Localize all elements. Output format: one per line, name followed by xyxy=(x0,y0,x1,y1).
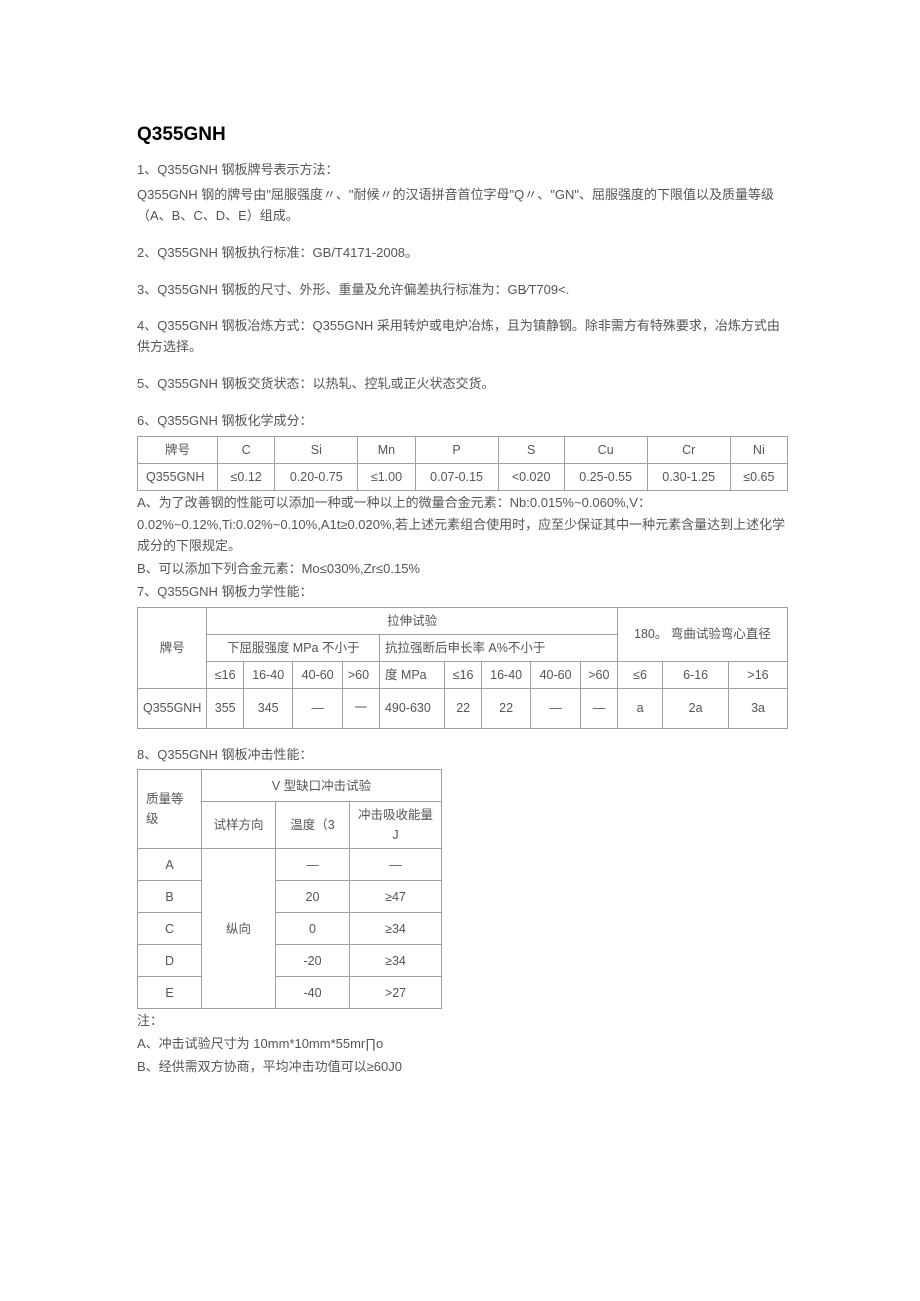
section1-label: 1、Q355GNH 钢板牌号表示方法： xyxy=(137,160,788,181)
section8: 8、Q355GNH 钢板冲击性能： xyxy=(137,745,788,766)
mech-value: — xyxy=(531,688,580,728)
mech-value: 一 xyxy=(342,688,379,728)
mech-header-grade: 牌号 xyxy=(138,607,207,688)
mech-value: a xyxy=(617,688,662,728)
impact-temp: -40 xyxy=(276,977,350,1009)
impact-grade: A xyxy=(138,849,202,881)
chem-header: C xyxy=(218,436,275,463)
mech-value: — xyxy=(293,688,342,728)
impact-temp: 0 xyxy=(276,913,350,945)
chem-header: S xyxy=(498,436,564,463)
chem-note-b: B、可以添加下列合金元素：Mo≤030%,Zr≤0.15% xyxy=(137,559,788,580)
mech-subheader: 16-40 xyxy=(244,661,293,688)
mech-value: 22 xyxy=(445,688,482,728)
mech-header-tensile: 拉伸试验 xyxy=(207,607,618,634)
table-row: B 20 ≥47 xyxy=(138,881,442,913)
chem-header: Cu xyxy=(564,436,647,463)
mech-subheader: ≤6 xyxy=(617,661,662,688)
table-header-row: 质量等级 V 型缺口冲击试验 xyxy=(138,770,442,802)
impact-header-energy: 冲击吸收能量 J xyxy=(350,802,442,849)
impact-header-vnotch: V 型缺口冲击试验 xyxy=(202,770,442,802)
impact-grade: B xyxy=(138,881,202,913)
impact-grade: D xyxy=(138,945,202,977)
section4: 4、Q355GNH 钢板冶炼方式：Q355GNH 采用转炉或电炉冶炼，且为镇静钢… xyxy=(137,316,788,358)
mech-subheader: >16 xyxy=(729,661,788,688)
impact-note-a: A、冲击试验尺寸为 10mm*10mm*55mr∏o xyxy=(137,1034,788,1055)
section3: 3、Q355GNH 钢板的尺寸、外形、重量及允许偏差执行标准为：GB∕T709<… xyxy=(137,280,788,301)
impact-temp: 20 xyxy=(276,881,350,913)
mech-subheader: >60 xyxy=(342,661,379,688)
impact-temp: -20 xyxy=(276,945,350,977)
chem-value: 0.07-0.15 xyxy=(415,463,498,490)
table-row: E -40 >27 xyxy=(138,977,442,1009)
chem-value: ≤0.12 xyxy=(218,463,275,490)
mech-value: 490-630 xyxy=(379,688,444,728)
chem-note-a1: A、为了改善钢的性能可以添加一种或一种以上的微量合金元素：Nb:0.015%~0… xyxy=(137,493,788,514)
mech-header-bend: 180。 弯曲试验弯心直径 xyxy=(617,607,787,661)
table-row: A 纵向 — — xyxy=(138,849,442,881)
mech-value: 22 xyxy=(481,688,530,728)
mech-header-yield: 下屈服强度 MPa 不小于 xyxy=(207,634,380,661)
chem-value: <0.020 xyxy=(498,463,564,490)
chem-note-a2: 0.02%~0.12%,Ti:0.02%~0.10%,A1t≥0.020%,若上… xyxy=(137,515,788,557)
mechanical-properties-table: 牌号 拉伸试验 180。 弯曲试验弯心直径 下屈服强度 MPa 不小于 抗拉强断… xyxy=(137,607,788,729)
chem-value: 0.25-0.55 xyxy=(564,463,647,490)
impact-energy: >27 xyxy=(350,977,442,1009)
chem-header: P xyxy=(415,436,498,463)
chem-value: 0.30-1.25 xyxy=(647,463,730,490)
chem-value: ≤1.00 xyxy=(358,463,415,490)
impact-grade: E xyxy=(138,977,202,1009)
chem-value: Q355GNH xyxy=(138,463,218,490)
mech-value: 345 xyxy=(244,688,293,728)
table-header-row: 牌号 C Si Mn P S Cu Cr Ni xyxy=(138,436,788,463)
mech-subheader: >60 xyxy=(580,661,617,688)
section7: 7、Q355GNH 钢板力学性能： xyxy=(137,582,788,603)
impact-header-direction: 试样方向 xyxy=(202,802,276,849)
section2: 2、Q355GNH 钢板执行标准：GB/T4171-2008。 xyxy=(137,243,788,264)
chemical-composition-table: 牌号 C Si Mn P S Cu Cr Ni Q355GNH ≤0.12 0.… xyxy=(137,436,788,491)
mech-subheader: 6-16 xyxy=(663,661,729,688)
impact-note-zhu: 注： xyxy=(137,1011,788,1032)
table-header-row: ≤16 16-40 40-60 >60 度 MPa ≤16 16-40 40-6… xyxy=(138,661,788,688)
table-header-row: 牌号 拉伸试验 180。 弯曲试验弯心直径 xyxy=(138,607,788,634)
impact-header-temperature: 温度（3 xyxy=(276,802,350,849)
impact-header-grade: 质量等级 xyxy=(138,770,202,849)
mech-subheader: ≤16 xyxy=(445,661,482,688)
mech-subheader: 度 MPa xyxy=(379,661,444,688)
chem-header: Cr xyxy=(647,436,730,463)
impact-note-b: B、经供需双方协商，平均冲击功值可以≥60J0 xyxy=(137,1057,788,1078)
impact-temp: — xyxy=(276,849,350,881)
impact-energy: ≥47 xyxy=(350,881,442,913)
mech-header-elongation: 抗拉强断后申长率 A%不小于 xyxy=(379,634,617,661)
chem-header: Mn xyxy=(358,436,415,463)
mech-subheader: 16-40 xyxy=(481,661,530,688)
mech-subheader: ≤16 xyxy=(207,661,244,688)
section1-body: Q355GNH 钢的牌号由"屈服强度〃、"耐候〃的汉语拼音首位字母"Q〃、"GN… xyxy=(137,185,788,227)
chem-header: Ni xyxy=(730,436,787,463)
table-row: C 0 ≥34 xyxy=(138,913,442,945)
mech-value: — xyxy=(580,688,617,728)
mech-value: 3a xyxy=(729,688,788,728)
section6: 6、Q355GNH 钢板化学成分： xyxy=(137,411,788,432)
impact-energy: ≥34 xyxy=(350,945,442,977)
table-row: Q355GNH 355 345 — 一 490-630 22 22 — — a … xyxy=(138,688,788,728)
impact-properties-table: 质量等级 V 型缺口冲击试验 试样方向 温度（3 冲击吸收能量 J A 纵向 —… xyxy=(137,769,442,1009)
mech-subheader: 40-60 xyxy=(293,661,342,688)
section5: 5、Q355GNH 钢板交货状态：以热轧、控轧或正火状态交货。 xyxy=(137,374,788,395)
impact-direction: 纵向 xyxy=(202,849,276,1009)
chem-value: ≤0.65 xyxy=(730,463,787,490)
mech-value: 355 xyxy=(207,688,244,728)
chem-header: Si xyxy=(275,436,358,463)
impact-energy: — xyxy=(350,849,442,881)
mech-value: Q355GNH xyxy=(138,688,207,728)
table-row: D -20 ≥34 xyxy=(138,945,442,977)
impact-energy: ≥34 xyxy=(350,913,442,945)
mech-subheader: 40-60 xyxy=(531,661,580,688)
impact-grade: C xyxy=(138,913,202,945)
page-title: Q355GNH xyxy=(137,120,788,150)
chem-value: 0.20-0.75 xyxy=(275,463,358,490)
table-row: Q355GNH ≤0.12 0.20-0.75 ≤1.00 0.07-0.15 … xyxy=(138,463,788,490)
mech-value: 2a xyxy=(663,688,729,728)
chem-header: 牌号 xyxy=(138,436,218,463)
